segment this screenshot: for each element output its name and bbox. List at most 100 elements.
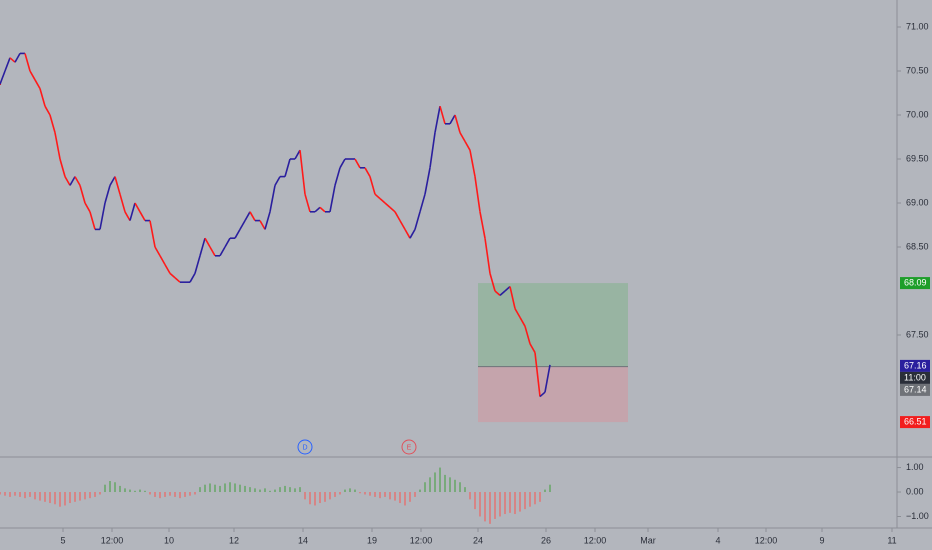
histogram-bar bbox=[204, 485, 206, 492]
price-segment bbox=[80, 185, 85, 203]
price-segment bbox=[395, 212, 400, 221]
histogram-bar bbox=[49, 492, 51, 503]
price-segment bbox=[365, 168, 370, 177]
price-segment bbox=[60, 159, 65, 177]
histogram-bar bbox=[279, 487, 281, 492]
y-tick-label: 70.00 bbox=[906, 109, 929, 119]
histogram-bar bbox=[469, 492, 471, 499]
histogram-bar bbox=[284, 486, 286, 492]
histogram-bar bbox=[414, 492, 416, 497]
histogram-bar bbox=[494, 492, 496, 519]
histogram-bar bbox=[379, 492, 381, 498]
histogram-bar bbox=[304, 492, 306, 499]
price-segment bbox=[400, 221, 405, 230]
histogram-bar bbox=[504, 492, 506, 514]
price-segment bbox=[430, 133, 435, 168]
price-segment bbox=[160, 256, 165, 265]
price-segment bbox=[175, 278, 180, 282]
histogram-bar bbox=[169, 492, 171, 496]
histogram-bar bbox=[109, 481, 111, 492]
price-segment bbox=[140, 212, 145, 221]
histogram-bar bbox=[259, 490, 261, 492]
histogram-bar bbox=[519, 492, 521, 512]
histogram-bar bbox=[434, 472, 436, 492]
price-segment bbox=[335, 168, 340, 186]
price-segment bbox=[10, 58, 15, 62]
target-tag: 68.09 bbox=[904, 277, 927, 287]
histogram-bar bbox=[359, 492, 361, 493]
price-segment bbox=[50, 115, 55, 133]
price-segment bbox=[425, 168, 430, 194]
histogram-bar bbox=[209, 483, 211, 492]
y-tick-label: 69.00 bbox=[906, 197, 929, 207]
histogram-bar bbox=[119, 486, 121, 492]
histogram-bar bbox=[539, 492, 541, 502]
histogram-bar bbox=[139, 490, 141, 492]
histogram-bar bbox=[334, 492, 336, 497]
histogram-bar bbox=[404, 492, 406, 505]
x-tick-label: 10 bbox=[164, 535, 174, 545]
histogram-bar bbox=[194, 492, 196, 494]
price-segment bbox=[120, 194, 125, 212]
price-segment bbox=[225, 238, 230, 247]
x-tick-label: 12:00 bbox=[755, 535, 778, 545]
histogram-bar bbox=[299, 487, 301, 492]
histogram-bar bbox=[324, 492, 326, 502]
y-tick-label: 69.50 bbox=[906, 153, 929, 163]
x-tick-label: 11 bbox=[887, 535, 896, 545]
price-segment bbox=[265, 212, 270, 230]
histogram-bar bbox=[74, 492, 76, 502]
x-tick-label: 12:00 bbox=[584, 535, 607, 545]
histogram-bar bbox=[484, 492, 486, 521]
price-segment bbox=[155, 247, 160, 256]
price-segment bbox=[250, 212, 255, 221]
price-segment bbox=[295, 150, 300, 159]
price-segment bbox=[420, 194, 425, 212]
price-segment bbox=[410, 229, 415, 238]
histogram-bar bbox=[84, 492, 86, 499]
price-segment bbox=[170, 273, 175, 277]
price-segment bbox=[135, 203, 140, 212]
price-segment bbox=[220, 247, 225, 256]
price-segment bbox=[65, 177, 70, 186]
histogram-bar bbox=[374, 492, 376, 497]
histogram-bar bbox=[529, 492, 531, 507]
histogram-bar bbox=[464, 487, 466, 492]
price-segment bbox=[315, 207, 320, 211]
price-segment bbox=[375, 194, 380, 198]
histogram-bar bbox=[219, 486, 221, 492]
histogram-bar bbox=[64, 492, 66, 505]
histogram-bar bbox=[224, 483, 226, 492]
histogram-bar bbox=[14, 492, 16, 496]
price-segment bbox=[100, 203, 105, 229]
histogram-bar bbox=[254, 488, 256, 492]
y-tick-label: −1.00 bbox=[906, 511, 929, 521]
price-segment bbox=[455, 115, 460, 133]
histogram-bar bbox=[184, 492, 186, 497]
histogram-bar bbox=[154, 492, 156, 497]
price-segment bbox=[90, 212, 95, 230]
x-tick-label: 19 bbox=[367, 535, 377, 545]
trading-chart: 67.5068.5069.0069.5070.0070.5071.00512:0… bbox=[0, 0, 932, 550]
x-tick-label: 26 bbox=[541, 535, 551, 545]
histogram-bar bbox=[439, 468, 441, 492]
price-segment bbox=[370, 177, 375, 195]
histogram-bar bbox=[89, 492, 91, 498]
histogram-bar bbox=[264, 488, 266, 492]
histogram-bar bbox=[399, 492, 401, 503]
histogram-bar bbox=[19, 492, 21, 497]
x-tick-label: 9 bbox=[819, 535, 824, 545]
histogram-bar bbox=[79, 492, 81, 501]
histogram-bar bbox=[54, 492, 56, 504]
price-segment bbox=[195, 256, 200, 274]
price-segment bbox=[240, 221, 245, 230]
y-tick-label: 1.00 bbox=[906, 462, 924, 472]
stop-tag: 66.51 bbox=[904, 416, 927, 426]
price-segment bbox=[235, 229, 240, 238]
histogram-bar bbox=[174, 492, 176, 497]
last-price-tag: 67.16 bbox=[904, 360, 927, 370]
price-segment bbox=[460, 133, 465, 142]
histogram-bar bbox=[474, 492, 476, 509]
price-segment bbox=[340, 159, 345, 168]
price-segment bbox=[205, 238, 210, 247]
